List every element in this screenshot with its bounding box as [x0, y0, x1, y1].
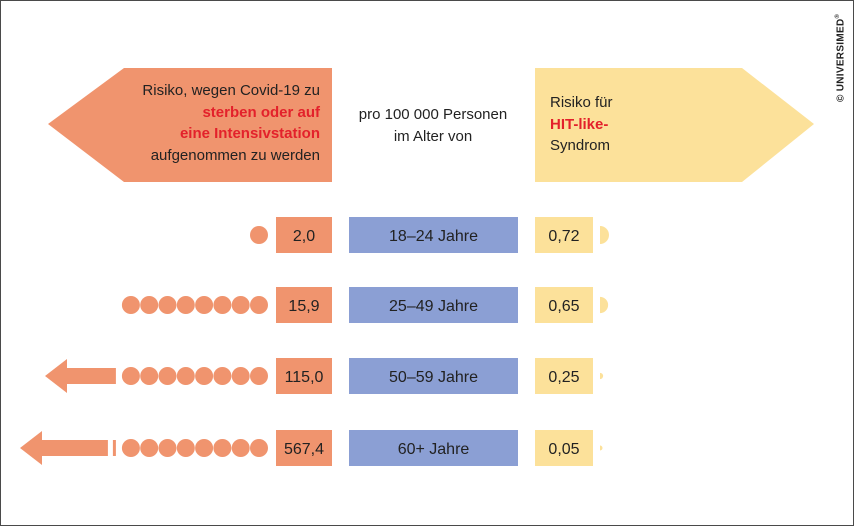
covid-value-label: 567,4: [284, 441, 324, 458]
covid-risk-dot: [195, 439, 214, 457]
hit-value-label: 0,25: [548, 369, 579, 386]
covid-risk-dot: [158, 367, 177, 385]
hit-risk-half-dot: [600, 296, 609, 314]
covid-risk-dot: [176, 439, 195, 457]
age-group-label: 25–49 Jahre: [389, 298, 478, 315]
covid-risk-dot: [158, 439, 177, 457]
table-row: 567,4 60+ Jahre 0,05: [20, 430, 603, 466]
hit-header-line-1: Risiko für: [550, 94, 613, 111]
covid-header-arrow: [48, 68, 332, 182]
covid-value-label: 15,9: [288, 298, 319, 315]
hit-header-line-2: HIT-like-: [550, 115, 609, 133]
covid-risk-dot: [231, 296, 250, 314]
covid-risk-dot: [231, 367, 250, 385]
hit-value-label: 0,65: [548, 298, 579, 315]
covid-risk-dot: [121, 367, 140, 385]
covid-risk-dot: [195, 296, 214, 314]
age-column-header: pro 100 000 Personen im Alter von: [345, 104, 521, 147]
covid-risk-dot: [231, 439, 250, 457]
age-group-label: 18–24 Jahre: [389, 228, 478, 245]
hit-value-box: [535, 217, 593, 253]
covid-value-label: 2,0: [293, 228, 315, 245]
registered-mark: ®: [835, 13, 841, 19]
age-header-line-2: im Alter von: [393, 127, 473, 145]
publisher-credit-text: © UNIVERSIMED: [835, 18, 847, 103]
age-group-box: [349, 287, 518, 323]
covid-risk-arrow-shaft: [42, 440, 108, 456]
covid-risk-arrow-head: [20, 431, 42, 465]
covid-risk-arrow-shaft: [67, 368, 116, 384]
age-header-line-1: pro 100 000 Personen: [358, 106, 508, 123]
covid-risk-dot: [213, 439, 232, 457]
table-row: 2,0 18–24 Jahre 0,72: [250, 217, 609, 253]
covid-header-line-4: aufgenommen zu werden: [150, 146, 320, 164]
covid-header-line-3: eine Intensivstation: [179, 125, 320, 142]
publisher-credit: © UNIVERSIMED®: [835, 14, 846, 102]
hit-value-label: 0,72: [548, 228, 579, 245]
table-row: 15,9 25–49 Jahre 0,65: [121, 287, 609, 323]
table-row: 115,0 50–59 Jahre 0,25: [45, 358, 604, 394]
covid-value-box: [276, 217, 332, 253]
covid-risk-header: Risiko, wegen Covid-19 zu sterben oder a…: [124, 80, 320, 166]
covid-risk-dot: [250, 226, 268, 244]
hit-value-label: 0,05: [548, 441, 579, 458]
covid-value-box: [276, 430, 332, 466]
age-group-label: 60+ Jahre: [398, 441, 470, 458]
covid-risk-dot: [140, 296, 159, 314]
scale-break-mark: [112, 440, 116, 456]
hit-value-box: [535, 430, 593, 466]
covid-risk-dot: [121, 296, 140, 314]
covid-risk-dot: [140, 439, 159, 457]
hit-risk-half-dot: [600, 445, 603, 451]
covid-risk-arrow-head: [45, 359, 67, 393]
covid-header-line-2: sterben oder auf: [202, 103, 320, 121]
covid-risk-dot: [176, 296, 195, 314]
age-group-box: [349, 430, 518, 466]
covid-value-box: [276, 287, 332, 323]
hit-risk-header: Risiko für HIT-like- Syndrom: [550, 92, 670, 157]
covid-risk-dot: [213, 296, 232, 314]
age-group-box: [349, 358, 518, 394]
covid-risk-dot: [213, 367, 232, 385]
covid-risk-dot: [195, 367, 214, 385]
covid-value-box: [276, 358, 332, 394]
covid-value-label: 115,0: [285, 369, 324, 386]
covid-risk-dot: [158, 296, 177, 314]
covid-risk-dot: [176, 367, 195, 385]
hit-risk-half-dot: [600, 226, 609, 244]
hit-header-arrow: [535, 68, 814, 182]
age-group-label: 50–59 Jahre: [389, 369, 478, 386]
covid-header-line-1: Risiko, wegen Covid-19 zu: [142, 82, 320, 99]
covid-risk-dot: [140, 367, 159, 385]
covid-risk-dot: [250, 367, 268, 385]
hit-risk-half-dot: [600, 372, 604, 380]
hit-value-box: [535, 358, 593, 394]
covid-risk-dot: [121, 439, 140, 457]
hit-header-line-3: Syndrom: [550, 137, 611, 154]
covid-risk-dot: [250, 439, 268, 457]
covid-risk-dot: [250, 296, 268, 314]
age-group-box: [349, 217, 518, 253]
hit-value-box: [535, 287, 593, 323]
